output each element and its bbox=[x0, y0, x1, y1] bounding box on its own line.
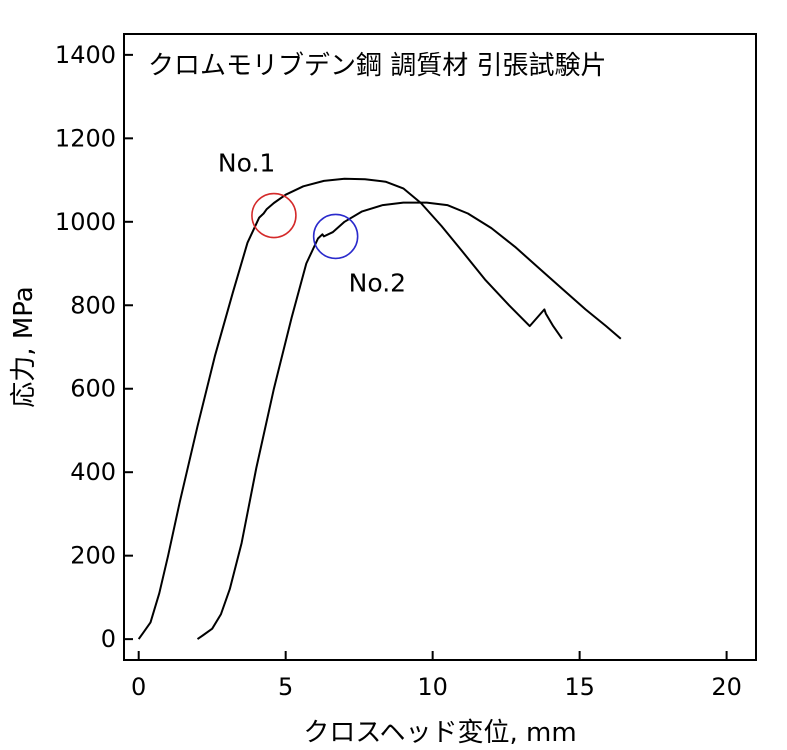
annotation-circle-2 bbox=[312, 213, 359, 260]
series-line-1 bbox=[137, 177, 563, 640]
annotation-label-2: No.2 bbox=[349, 268, 406, 297]
series-line-2 bbox=[196, 201, 622, 640]
y-tick-label: 600 bbox=[70, 375, 116, 403]
y-axis: 0 200 400 600 800 1000 1200 1400 bbox=[55, 41, 133, 653]
x-tick-label: 10 bbox=[417, 673, 448, 701]
x-axis: 0 5 10 15 20 bbox=[131, 651, 742, 701]
annotation-layer: No.1 No.2 bbox=[218, 149, 406, 298]
x-axis-title: クロスヘッド変位, mm bbox=[303, 718, 576, 748]
y-tick-label: 200 bbox=[70, 542, 116, 570]
y-tick-label: 800 bbox=[70, 291, 116, 319]
y-axis-title: 応力, MPa bbox=[9, 286, 39, 407]
x-tick-label: 15 bbox=[564, 673, 595, 701]
y-tick-label: 400 bbox=[70, 458, 116, 486]
x-tick-label: 0 bbox=[131, 673, 146, 701]
y-tick-label: 1000 bbox=[55, 208, 116, 236]
y-tick-label: 0 bbox=[101, 625, 116, 653]
y-tick-label: 1200 bbox=[55, 124, 116, 152]
x-tick-label: 20 bbox=[711, 673, 742, 701]
annotation-label-1: No.1 bbox=[218, 149, 275, 178]
chart-title: クロムモリブデン鋼 調質材 引張試験片 bbox=[148, 51, 607, 81]
x-tick-label: 5 bbox=[278, 673, 293, 701]
series-layer bbox=[137, 177, 622, 640]
annotation-circle-1 bbox=[251, 192, 297, 239]
y-tick-label: 1400 bbox=[55, 41, 116, 69]
plot-frame bbox=[123, 33, 757, 661]
